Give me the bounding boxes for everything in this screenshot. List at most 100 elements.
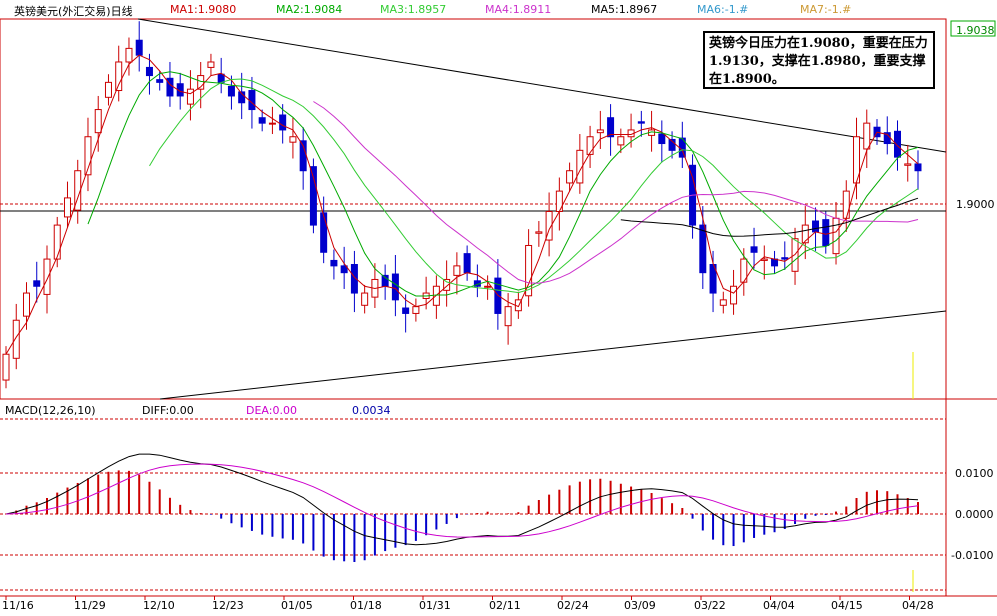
support-trendline (159, 310, 947, 400)
candle-body (2, 353, 10, 381)
ma3-line (149, 78, 919, 294)
candle-body (863, 122, 871, 150)
price-label-box (950, 20, 996, 37)
candle-body (289, 136, 297, 143)
annotation-box: 英镑今日压力在1.9080，重要在压力1.9130，支撑在1.8980，重要支撑… (703, 31, 935, 89)
date-label: 01/31 (419, 599, 451, 612)
candle-body (279, 114, 287, 131)
macd-dea-label: DEA:0.00 (246, 404, 297, 417)
candle-body (801, 224, 809, 244)
ma4-line (313, 101, 919, 284)
candle-body (156, 79, 164, 83)
ma6-label: MA6:-1.# (697, 3, 749, 16)
ma1-label: MA1:1.9080 (170, 3, 237, 16)
candle-body (463, 253, 471, 274)
candle-body (586, 136, 594, 155)
candle-body (309, 166, 317, 226)
date-label: 04/28 (902, 599, 934, 612)
candle-body (186, 88, 194, 105)
macd-tick-2: -0.0100 (951, 549, 994, 562)
macd-tick-1: 0.0000 (955, 508, 994, 521)
ma5-label: MA5:1.8967 (591, 3, 658, 16)
candle-body (576, 149, 584, 184)
candle-body (443, 278, 451, 291)
macd-title: MACD(12,26,10) (5, 404, 96, 417)
candle-body (525, 244, 533, 297)
candle-body (391, 273, 399, 301)
chart-title: 英镑美元(外汇交易)日线 (14, 5, 133, 18)
date-label: 12/10 (143, 599, 175, 612)
candle-body (320, 212, 328, 253)
macd-diff-label: DIFF:0.00 (142, 404, 194, 417)
date-label: 03/09 (624, 599, 656, 612)
candle-body (12, 319, 20, 359)
candle-body (104, 81, 112, 98)
candle-body (207, 61, 215, 68)
candle-body (402, 307, 410, 314)
candle-body (197, 75, 205, 90)
candle-body (719, 299, 727, 306)
candle-body (227, 85, 235, 97)
candle-body (658, 133, 666, 145)
price-label-mid: 1.9000 (956, 198, 995, 211)
ma5-line (620, 197, 919, 237)
candle-body (771, 258, 779, 267)
date-label: 11/29 (74, 599, 106, 612)
candle-body (484, 285, 492, 288)
candle-body (914, 163, 922, 172)
candle-body (545, 211, 553, 241)
price-label-top: 1.9038 (956, 24, 995, 37)
macd-dea-line (5, 463, 919, 538)
candle-body (555, 190, 563, 213)
candle-body (894, 130, 902, 158)
candle-body (350, 264, 358, 294)
candle-body (330, 259, 338, 267)
candle-body (125, 47, 133, 63)
candle-body (596, 129, 604, 134)
candle-body (832, 217, 840, 255)
candle-body (340, 265, 348, 274)
candle-body (453, 265, 461, 276)
candles (2, 21, 922, 389)
candle-body (607, 117, 615, 138)
candle-body (248, 90, 256, 111)
candle-body (504, 306, 512, 327)
resistance-trendline (137, 18, 947, 153)
price-panel (0, 18, 997, 600)
macd-diff-line (5, 453, 919, 546)
date-label: 02/11 (489, 599, 521, 612)
date-label: 01/05 (281, 599, 313, 612)
candle-body (535, 231, 543, 234)
candle-body (115, 61, 123, 92)
candle-body (842, 190, 850, 219)
candle-body (63, 197, 71, 218)
candle-body (822, 219, 830, 246)
macd-value-label: 0.0034 (352, 404, 391, 417)
lines (5, 54, 919, 592)
candle-body (217, 73, 225, 83)
candle-body (53, 224, 61, 260)
ma2-label: MA2:1.9084 (276, 3, 343, 16)
date-label: 04/04 (763, 599, 795, 612)
candle-body (84, 136, 92, 176)
ma2-line (87, 71, 919, 297)
date-label: 01/18 (350, 599, 382, 612)
candle-body (94, 109, 102, 134)
candle-body (781, 257, 789, 260)
candle-body (258, 117, 266, 124)
candle-body (637, 121, 645, 124)
candle-body (566, 170, 574, 184)
candle-body (268, 122, 276, 125)
candle-body (904, 163, 912, 166)
candle-body (730, 285, 738, 305)
ma7-label: MA7:-1.# (800, 3, 852, 16)
date-label: 12/23 (212, 599, 244, 612)
candle-body (145, 66, 153, 77)
candle-body (33, 280, 41, 287)
candle-body (699, 224, 707, 274)
candle-body (668, 138, 676, 151)
candle-body (135, 39, 143, 56)
candle-body (617, 136, 625, 146)
macd-tick-0: 0.0100 (955, 467, 994, 480)
